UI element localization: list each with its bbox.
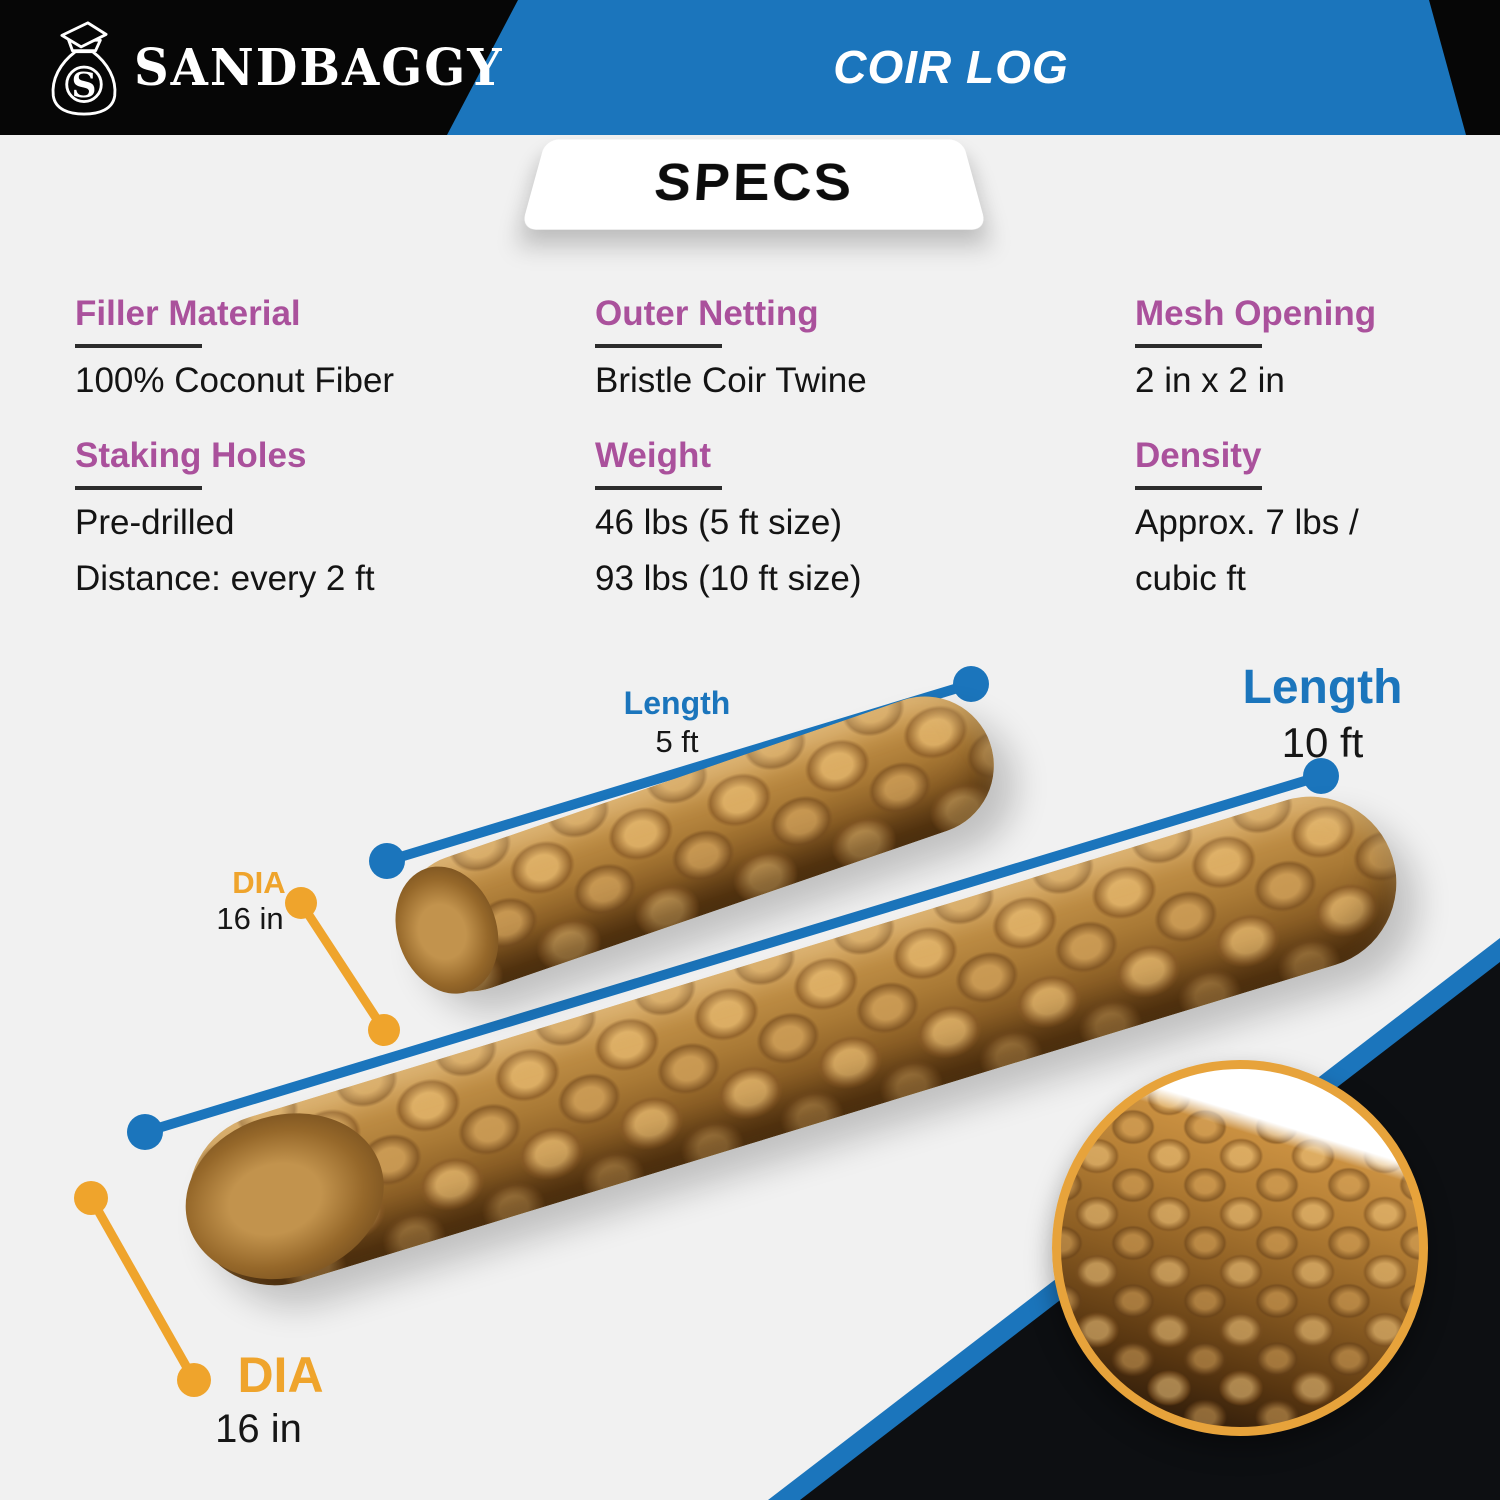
spec-value: 100% Coconut Fiber: [75, 360, 395, 400]
length-label: Length: [1242, 661, 1403, 714]
dia-label: DIA: [232, 865, 286, 900]
spec-label: Outer Netting: [595, 294, 819, 333]
header-blue-band: [447, 0, 1466, 135]
length-endpoint-dot: [953, 666, 989, 702]
spec-label: Filler Material: [75, 294, 301, 333]
dia-annotation-large: DIA 16 in: [186, 1348, 331, 1451]
length-value: 5 ft: [655, 723, 699, 759]
label-underline: [75, 343, 202, 348]
spec-value: 2 in x 2 in: [1135, 360, 1285, 400]
dia-label: DIA: [237, 1347, 324, 1403]
spec-value: 46 lbs (5 ft size): [595, 502, 843, 542]
dia-line-small: [297, 900, 388, 1033]
spec-value: Bristle Coir Twine: [595, 360, 867, 400]
spec-value: Distance: every 2 ft: [75, 559, 375, 599]
spec-staking-holes: Staking Holes Pre-drilled Distance: ever…: [75, 436, 545, 603]
spec-weight: Weight 46 lbs (5 ft size) 93 lbs (10 ft …: [595, 436, 1065, 603]
dia-line-large: [87, 1195, 198, 1383]
spec-label: Density: [1135, 436, 1262, 475]
spec-density: Density Approx. 7 lbs / cubic ft: [1135, 436, 1500, 603]
length-label: Length: [623, 685, 731, 721]
dia-annotation-small: DIA 16 in: [195, 866, 305, 936]
product-title: COIR LOG: [833, 41, 1069, 93]
label-underline: [595, 485, 722, 490]
spec-label: Weight: [595, 436, 712, 475]
spec-value: 93 lbs (10 ft size): [595, 559, 862, 599]
length-annotation-10ft: Length 10 ft: [1230, 661, 1415, 766]
spec-label: Mesh Opening: [1135, 294, 1377, 333]
specs-title-box: SPECS: [520, 139, 988, 230]
dia-endpoint-dot: [368, 1014, 400, 1046]
length-endpoint-dot: [127, 1114, 163, 1150]
spec-value: Pre-drilled: [75, 502, 235, 542]
spec-value: cubic ft: [1135, 559, 1246, 599]
spec-filler-material: Filler Material 100% Coconut Fiber: [75, 294, 545, 413]
label-underline: [1135, 485, 1262, 490]
brand-logo: S SANDBAGGY: [46, 21, 504, 116]
label-underline: [1135, 343, 1262, 348]
label-underline: [75, 485, 202, 490]
label-underline: [595, 343, 722, 348]
sandbag-icon: S: [51, 21, 117, 116]
length-value: 10 ft: [1281, 718, 1364, 766]
spec-outer-netting: Outer Netting Bristle Coir Twine: [595, 294, 1065, 413]
spec-label: Staking Holes: [75, 436, 307, 475]
spec-value: Approx. 7 lbs /: [1135, 502, 1359, 542]
dia-endpoint-dot: [74, 1181, 108, 1215]
dia-value: 16 in: [216, 901, 284, 937]
spec-mesh-opening: Mesh Opening 2 in x 2 in: [1135, 294, 1500, 413]
specs-title: SPECS: [651, 153, 857, 213]
length-endpoint-dot: [369, 843, 405, 879]
texture-zoom-circle: [1052, 1060, 1428, 1436]
dia-value: 16 in: [215, 1407, 302, 1451]
brand-name: SANDBAGGY: [134, 38, 504, 98]
length-annotation-5ft: Length 5 ft: [577, 686, 777, 758]
svg-text:S: S: [72, 66, 97, 106]
